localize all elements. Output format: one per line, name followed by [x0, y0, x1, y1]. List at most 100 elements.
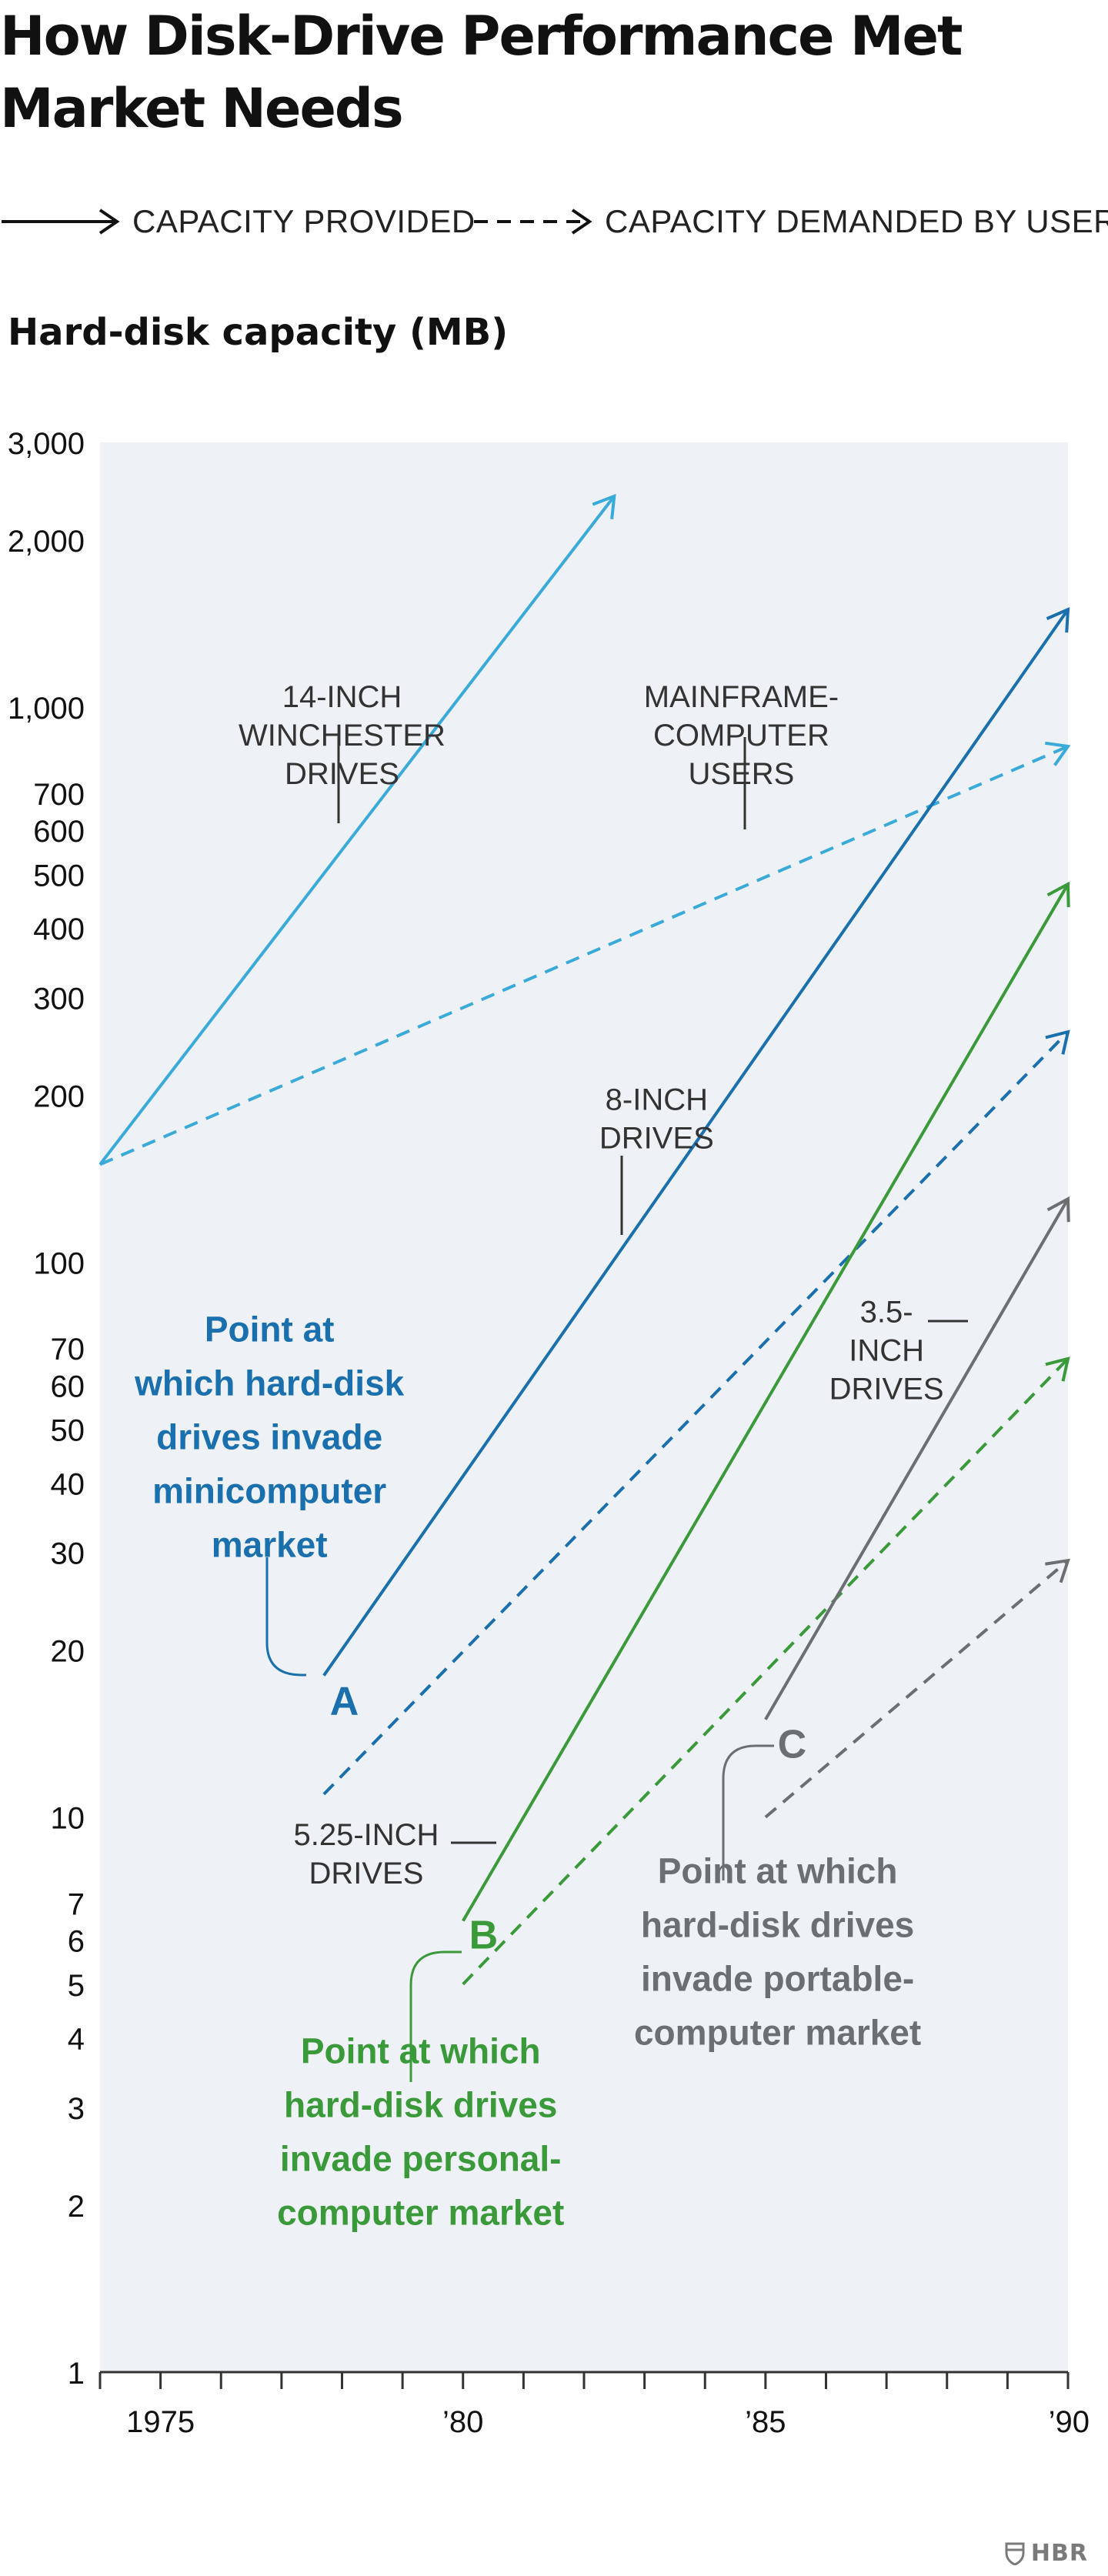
annotation-line: Point at which [658, 1851, 898, 1891]
arrowhead-5_provided [1046, 881, 1070, 908]
x-tick-label: ’90 [1049, 2405, 1090, 2439]
annotation-line: invade personal- [280, 2139, 562, 2179]
series-line-14_provided [98, 495, 616, 1166]
y-tick-label: 2,000 [8, 525, 85, 559]
legend: CAPACITY PROVIDED CAPACITY DEMANDED BY U… [0, 199, 1108, 245]
chart-title: How Disk-Drive Performance Met Market Ne… [0, 5, 963, 140]
annotation-pb_text: Point at which hard-disk drives invade per… [277, 2031, 564, 2233]
y-tick-label: 100 [33, 1246, 85, 1280]
y-axis-title: Hard-disk capacity (MB) [8, 311, 509, 354]
annotation-line: DRIVES [599, 1122, 714, 1156]
chart-svg: 1 2 3 4 5 6 7 10 20 30 40 50 60 70 100 200 300 400 500 6007… [8, 427, 1090, 2439]
annotation-l8: 8-INCH DRIVES [599, 1083, 714, 1156]
annotation-line: DRIVES [309, 1857, 423, 1890]
annotation-line: hard-disk drives [284, 2085, 557, 2125]
legend-label-provided: CAPACITY PROVIDED [132, 203, 476, 239]
series-line-3_provided [764, 1198, 1070, 1720]
annotation-line: Point at [205, 1309, 335, 1349]
y-tick-label: 4 [68, 2023, 85, 2057]
annotation-l525: 5.25-INCH DRIVES [293, 1818, 439, 1890]
y-tick-label: 70 [51, 1333, 85, 1366]
y-tick-label: 500 [33, 859, 85, 893]
annotations: 14-INCH WINCHESTER DRIVES MAINFRAME- COMPUTE… [134, 680, 944, 2233]
y-tick-label: 30 [51, 1537, 85, 1571]
series-group [98, 493, 1071, 1986]
y-tick-label: 50 [51, 1414, 85, 1448]
leader-point-a [265, 1557, 306, 1677]
annotation-line: computer market [634, 2013, 921, 2053]
arrowhead-3_provided [1046, 1196, 1070, 1223]
annotation-line: COMPUTER [653, 719, 829, 752]
series-line-8_provided [322, 608, 1070, 1677]
x-tick-label: ’80 [442, 2405, 483, 2439]
brand-text: HBR [1030, 2540, 1088, 2567]
annotation-line: computer market [277, 2193, 564, 2233]
y-tick-label: 1 [68, 2357, 85, 2391]
dashed-arrow-icon [474, 209, 592, 235]
y-tick-labels: 1 2 3 4 5 6 7 10 20 30 40 50 60 70 100 200 300 400 500 6007… [8, 427, 85, 2391]
series-line-14_demanded [99, 745, 1069, 1166]
x-tick-label: ’85 [745, 2405, 786, 2439]
y-tick-label: 2 [68, 2190, 85, 2224]
y-tick-label: 10 [51, 1802, 85, 1836]
annotation-line: 5.25-INCH [293, 1818, 439, 1852]
arrowhead-14_demanded [1045, 741, 1071, 766]
annotation-line: hard-disk drives [641, 1905, 914, 1945]
annotation-line: A [330, 1679, 359, 1723]
y-tick-label: 20 [51, 1635, 85, 1669]
annotation-line: DRIVES [829, 1372, 944, 1406]
annotation-line: 3.5- [860, 1295, 913, 1329]
arrowhead-14_provided [592, 493, 616, 519]
y-tick-label: 1,000 [8, 692, 85, 726]
annotation-line: which hard-disk [134, 1363, 405, 1403]
leader-point-b [409, 1950, 462, 2082]
arrowhead-3_demanded [1045, 1558, 1070, 1583]
annotation-line: invade portable- [641, 1959, 914, 1999]
series-line-5_demanded [462, 1357, 1070, 1986]
y-tick-label: 3 [68, 2092, 85, 2126]
annotation-line: C [778, 1722, 807, 1767]
series-line-3_demanded [764, 1559, 1070, 1819]
annotation-line: INCH [849, 1333, 924, 1367]
y-tick-label: 5 [68, 1969, 85, 2003]
arrowhead-5_demanded [1045, 1356, 1070, 1382]
leader-point-c [722, 1744, 774, 1880]
y-tick-label: 3,000 [8, 427, 85, 461]
annotation-line: drives invade [156, 1416, 382, 1457]
annotation-line: minicomputer [152, 1470, 386, 1510]
x-axis: 1975 ’80 ’85 ’90 [98, 2371, 1090, 2439]
annotation-lmf: MAINFRAME- COMPUTER USERS [644, 680, 839, 791]
solid-arrow-icon [2, 209, 120, 235]
plot-background [100, 442, 1068, 2372]
annotation-pc_text: Point at which hard-disk drives invade por… [634, 1851, 921, 2053]
arrowhead-8_provided [1046, 606, 1070, 633]
legend-item-demanded: CAPACITY DEMANDED BY USERS [472, 199, 1108, 245]
arrowhead-8_demanded [1045, 1029, 1070, 1055]
series-line-5_provided [462, 883, 1070, 1922]
hbr-logo: HBR [1005, 2540, 1088, 2567]
annotation-letter_a: A [330, 1679, 359, 1723]
annotation-line: 14-INCH [282, 680, 402, 714]
annotation-pa_text: Point at which hard-disk drives invade mini… [134, 1309, 405, 1564]
annotation-l35: 3.5- INCH DRIVES [829, 1295, 944, 1406]
x-tick-label: 1975 [126, 2405, 195, 2439]
annotation-line: B [469, 1913, 499, 1957]
annotation-line: DRIVES [285, 757, 399, 791]
annotation-letter_b: B [469, 1913, 499, 1957]
y-tick-label: 6 [68, 1925, 85, 1959]
legend-label-demanded: CAPACITY DEMANDED BY USERS [605, 203, 1108, 239]
annotation-line: WINCHESTER [239, 719, 446, 752]
annotation-line: USERS [689, 757, 795, 791]
y-tick-label: 400 [33, 913, 85, 946]
y-tick-label: 700 [33, 778, 85, 812]
annotation-line: MAINFRAME- [644, 680, 839, 714]
annotation-line: Point at which [301, 2031, 541, 2071]
leader-lines [265, 737, 968, 2082]
y-tick-label: 40 [51, 1467, 85, 1501]
series-line-8_demanded [322, 1030, 1070, 1796]
annotation-line: market [212, 1524, 328, 1564]
y-tick-label: 7 [68, 1887, 85, 1921]
y-tick-label: 60 [51, 1370, 85, 1403]
shield-icon [1005, 2542, 1025, 2565]
annotation-line: 8-INCH [606, 1083, 708, 1117]
